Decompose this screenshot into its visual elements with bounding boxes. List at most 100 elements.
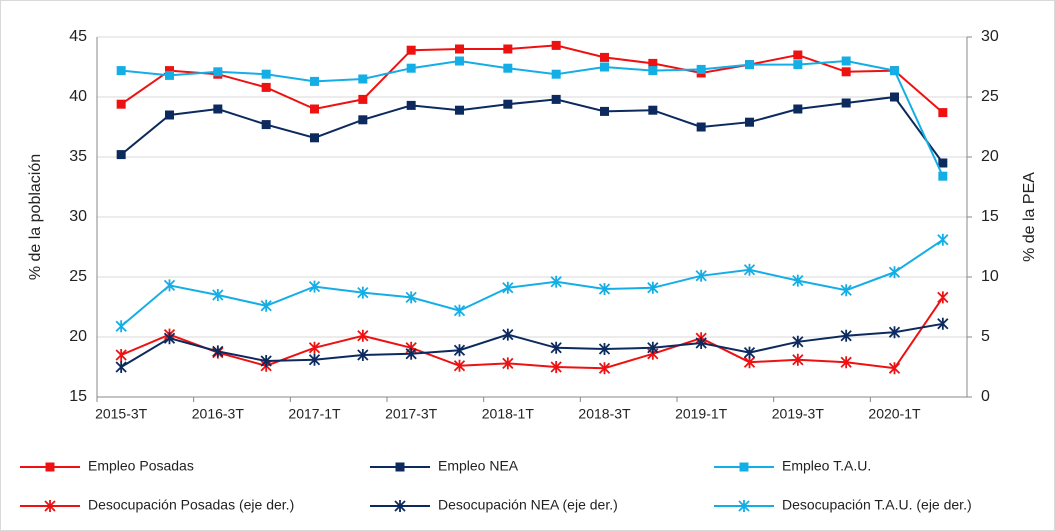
legend-marker [395, 462, 405, 472]
y2-tick-label: 25 [981, 88, 999, 105]
data-point [888, 326, 901, 339]
data-point [115, 361, 127, 373]
y2-axis-label: % de la PEA [1021, 172, 1038, 262]
y-tick-label: 15 [69, 388, 87, 405]
series-line [120, 238, 944, 327]
data-point [115, 320, 127, 333]
x-tick-label: 2018-3T [578, 406, 631, 422]
data-point [888, 266, 901, 279]
data-point [598, 283, 611, 295]
legend-marker [394, 500, 406, 512]
data-point [696, 64, 706, 74]
data-point [841, 98, 851, 108]
data-point [308, 341, 321, 354]
data-point [792, 353, 804, 366]
data-point [938, 171, 948, 181]
y2-tick-label: 10 [981, 268, 999, 285]
data-point [502, 357, 514, 370]
data-point [600, 52, 609, 62]
data-point [455, 56, 464, 66]
data-point [695, 269, 707, 282]
series-line [120, 322, 944, 368]
data-point [888, 362, 901, 375]
data-point [937, 317, 949, 330]
legend-marker [739, 462, 749, 472]
data-point [358, 115, 368, 125]
data-point [550, 341, 562, 354]
data-point [793, 60, 803, 70]
data-point [938, 108, 948, 118]
data-point [453, 344, 466, 357]
data-point [260, 355, 272, 367]
data-point [695, 337, 707, 349]
legend-label: Desocupación Posadas (eje der.) [88, 497, 294, 513]
data-point [163, 279, 176, 292]
data-point [745, 117, 754, 127]
data-point [357, 349, 369, 361]
data-point [116, 150, 126, 160]
data-point [358, 94, 368, 104]
data-point [453, 304, 466, 317]
data-point [405, 291, 417, 304]
data-point [792, 274, 804, 287]
data-point [212, 289, 224, 301]
x-tick-label: 2015-3T [95, 406, 148, 422]
y2-tick-label: 30 [981, 28, 999, 45]
data-point [453, 359, 466, 372]
data-point [455, 105, 464, 115]
data-point [937, 291, 949, 304]
data-point [841, 56, 851, 66]
data-point [600, 106, 609, 116]
legend-label: Desocupación T.A.U. (eje der.) [782, 497, 972, 513]
data-point [840, 284, 852, 297]
data-point [502, 328, 514, 341]
data-point [841, 67, 851, 77]
x-tick-label: 2017-3T [385, 406, 438, 422]
data-point [116, 66, 126, 76]
data-point [551, 94, 561, 104]
data-point [550, 361, 562, 373]
data-point [792, 335, 804, 348]
x-tick-label: 2019-3T [772, 406, 825, 422]
y-tick-label: 20 [69, 328, 87, 345]
data-point [551, 40, 561, 50]
data-point [745, 60, 754, 70]
data-point [308, 353, 321, 366]
data-point [743, 263, 756, 276]
legend-label: Desocupación NEA (eje der.) [438, 497, 618, 513]
data-point [406, 63, 416, 73]
data-point [648, 58, 658, 68]
data-point [310, 76, 319, 86]
data-point [793, 50, 803, 60]
series-line [121, 59, 944, 177]
data-point [550, 275, 562, 288]
y-tick-label: 35 [69, 148, 87, 165]
data-point [455, 44, 464, 54]
data-point [308, 280, 321, 293]
y-tick-label: 25 [69, 268, 87, 285]
y2-tick-label: 0 [981, 388, 990, 405]
data-point [213, 67, 223, 77]
data-point [261, 120, 271, 130]
data-point [503, 44, 513, 54]
data-point [357, 286, 369, 299]
data-point [647, 281, 659, 294]
data-point [405, 347, 417, 360]
data-point [938, 158, 948, 168]
data-point [406, 45, 416, 55]
series-line [120, 95, 944, 164]
legend-marker [44, 500, 56, 512]
data-point [598, 343, 611, 355]
data-point [743, 346, 756, 359]
data-point [551, 69, 561, 79]
data-point [648, 105, 658, 115]
x-tick-label: 2020-1T [868, 406, 921, 422]
data-point [163, 332, 176, 345]
data-point [600, 62, 609, 72]
data-point [213, 104, 223, 114]
y2-tick-label: 20 [981, 148, 999, 165]
data-point [696, 122, 706, 132]
y-tick-label: 30 [69, 208, 87, 225]
